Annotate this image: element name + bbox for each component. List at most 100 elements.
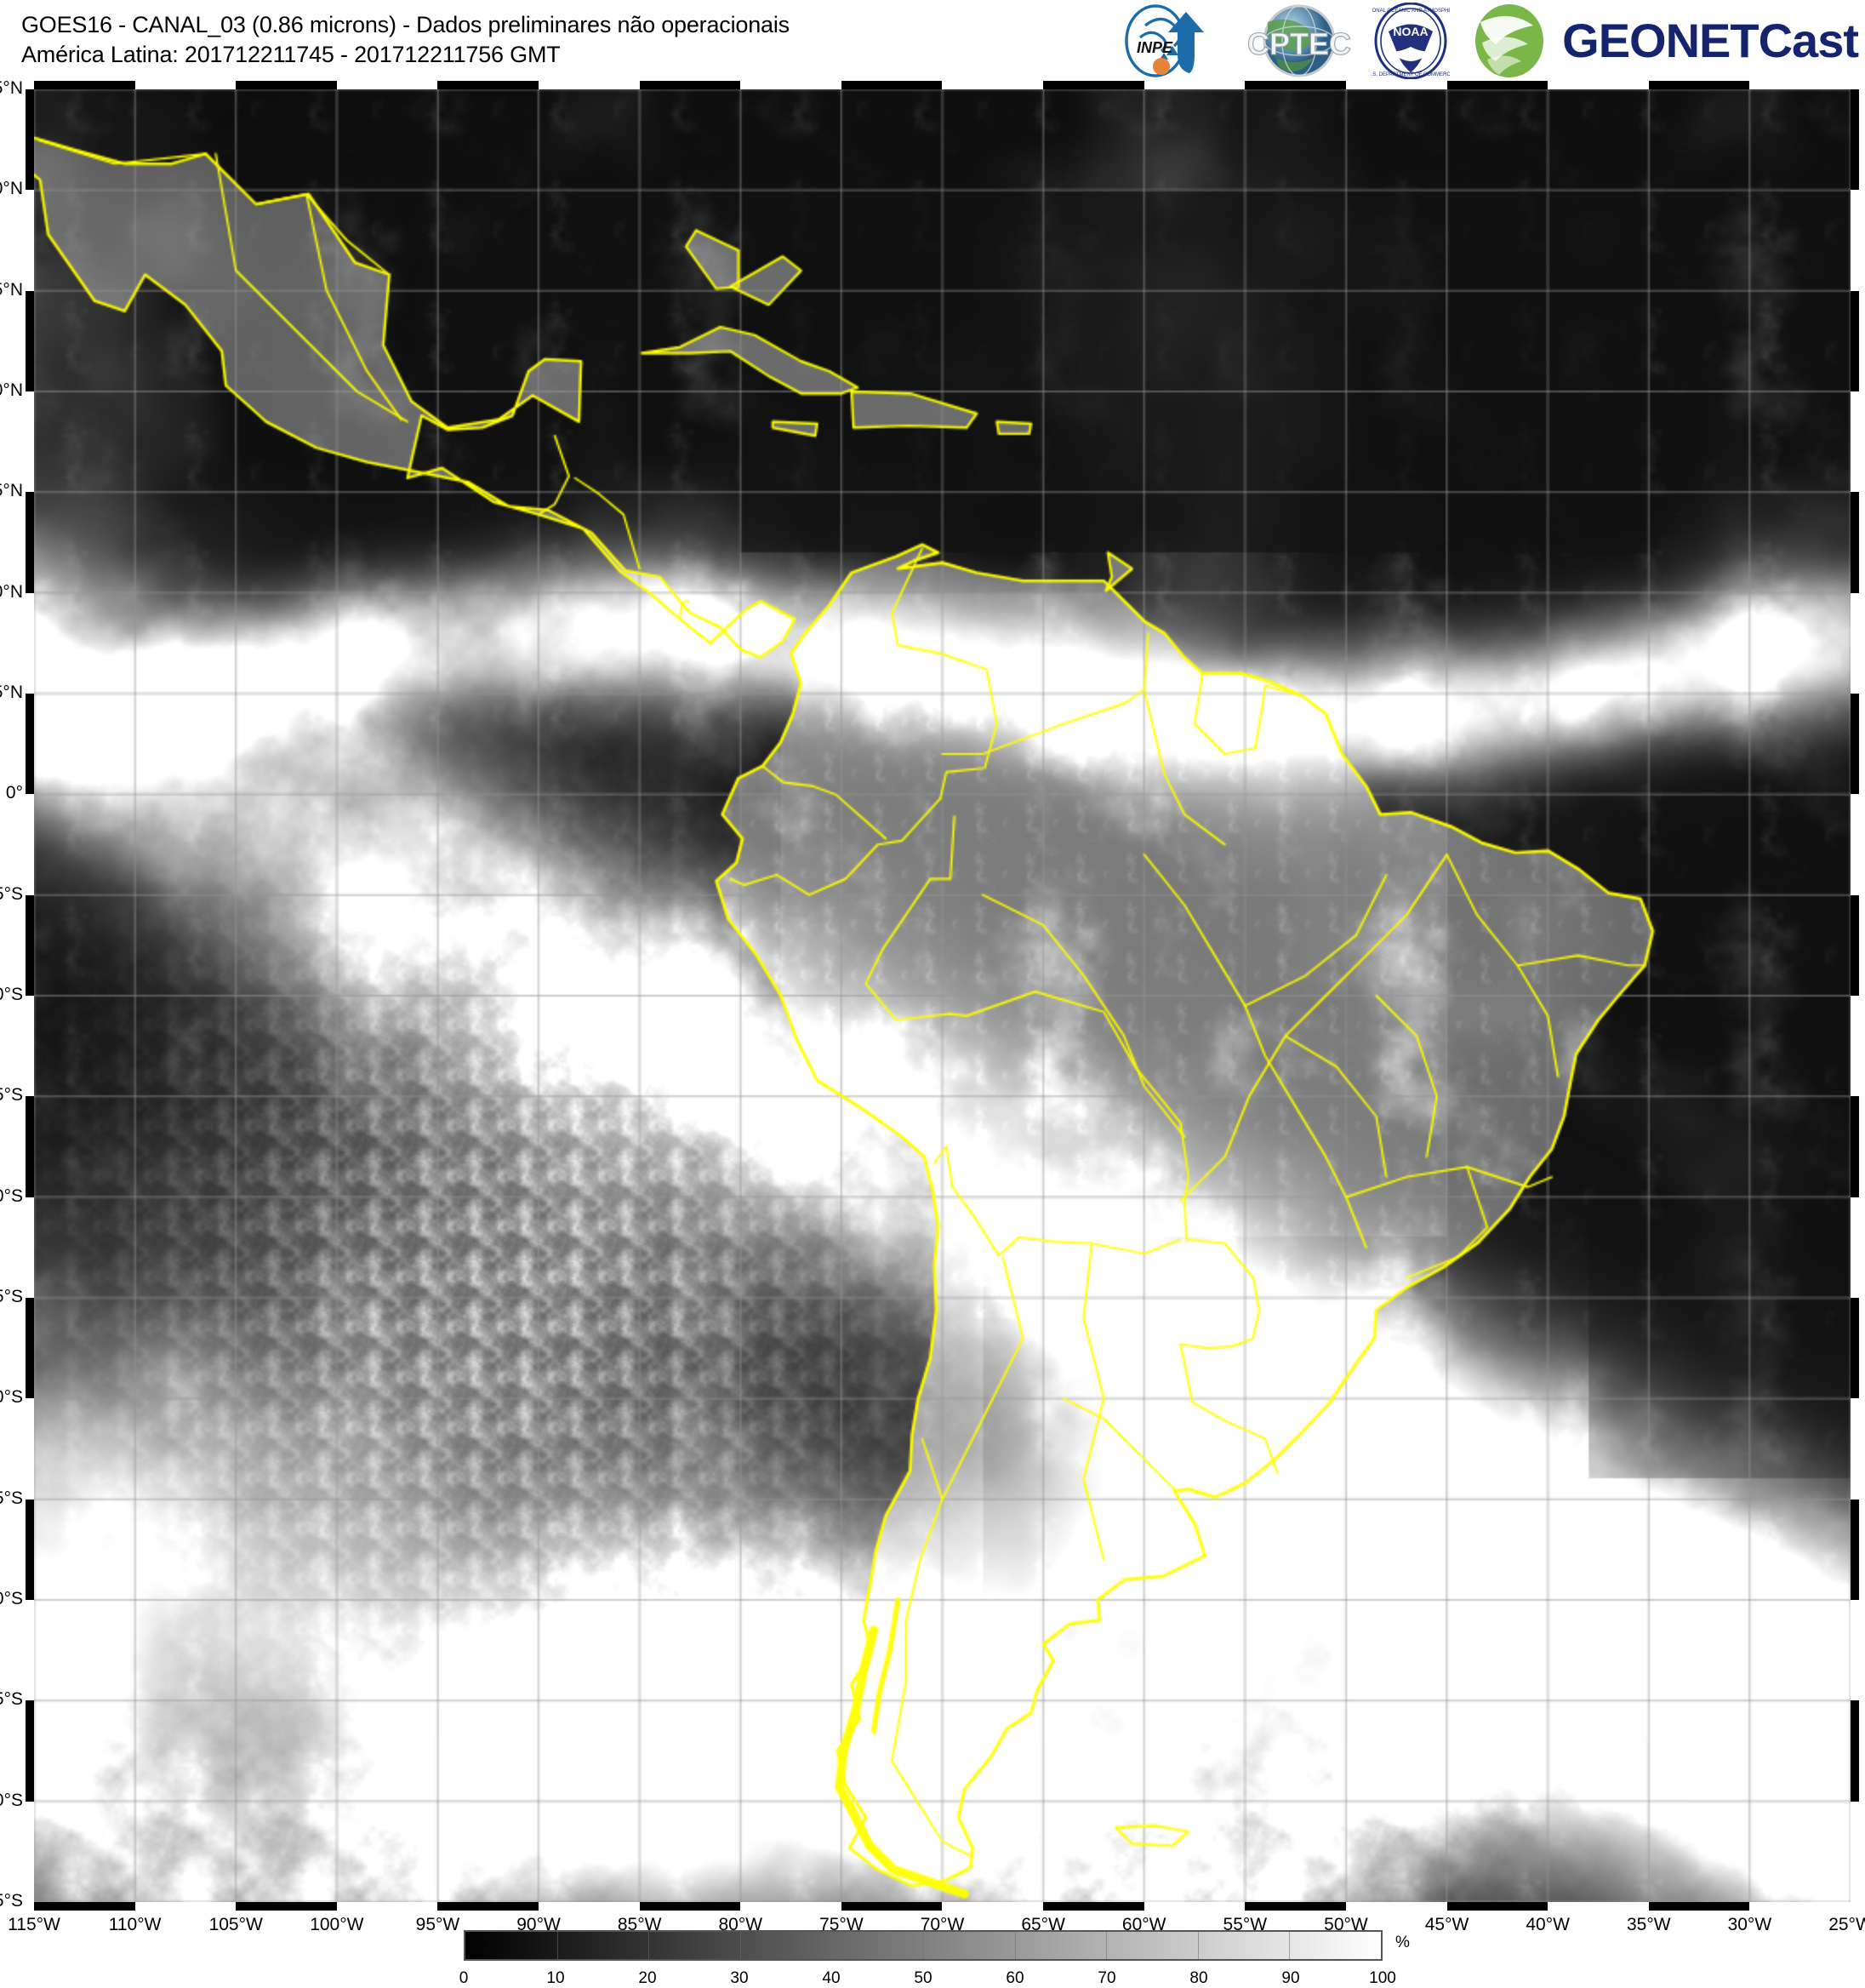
axis-tick-block <box>437 1902 539 1911</box>
latitude-label: 15°S <box>0 1085 23 1105</box>
noaa-logo: NOAA NATIONAL OCEANIC AND ATMOSPHERIC U.… <box>1372 3 1450 79</box>
axis-tick-block <box>942 81 1044 89</box>
axis-tick-block <box>1749 81 1851 89</box>
axis-tick-block <box>134 81 237 89</box>
longitude-label: 60°W <box>1121 1915 1166 1934</box>
geonetcast-logo-text: GEONETCast <box>1562 14 1859 67</box>
latitude-label: 30°S <box>0 1387 23 1408</box>
axis-tick-block <box>1043 1902 1144 1911</box>
header: GOES16 - CANAL_03 (0.86 microns) - Dados… <box>0 0 1865 85</box>
svg-text:NATIONAL OCEANIC AND ATMOSPHER: NATIONAL OCEANIC AND ATMOSPHERIC <box>1372 9 1450 14</box>
axis-tick-block <box>26 1197 34 1298</box>
colorbar-gridline <box>1197 1932 1199 1959</box>
longitude-label: 30°W <box>1727 1915 1772 1934</box>
longitude-label: 110°W <box>108 1915 162 1934</box>
longitude-label: 35°W <box>1626 1915 1671 1934</box>
axis-tick-block <box>1851 996 1859 1097</box>
axis-tick-block <box>1144 81 1246 89</box>
axis-tick-block <box>1851 794 1859 895</box>
axis-tick-block <box>26 996 34 1097</box>
colorbar-tick-label: 50 <box>914 1969 932 1987</box>
axis-tick-block <box>26 894 34 996</box>
latitude-label: 20°N <box>0 380 23 400</box>
axis-tick-block <box>236 81 337 89</box>
axis-tick-block <box>1648 81 1750 89</box>
logo-strip: INPE CPTEC <box>1116 2 1859 80</box>
satellite-map[interactable] <box>34 89 1851 1902</box>
latitude-axis-left <box>26 89 34 1902</box>
cptec-logo-text: CPTEC <box>1247 26 1351 61</box>
axis-tick-block <box>1345 1902 1447 1911</box>
colorbar-tick-label: 60 <box>1006 1969 1024 1987</box>
axis-tick-block <box>26 1096 34 1197</box>
colorbar-unit-label: % <box>1395 1934 1410 1951</box>
axis-tick-block <box>1548 1902 1649 1911</box>
axis-tick-block <box>1749 1902 1851 1911</box>
axis-tick-block <box>26 592 34 694</box>
inpe-logo-text: INPE <box>1137 39 1173 56</box>
axis-tick-block <box>1851 694 1859 795</box>
colorbar-gridline <box>1014 1932 1016 1959</box>
axis-tick-block <box>1851 894 1859 996</box>
axis-tick-block <box>841 81 943 89</box>
colorbar-gridline <box>831 1932 833 1959</box>
cptec-logo: CPTEC <box>1247 4 1352 77</box>
colorbar-gridline <box>923 1932 924 1959</box>
longitude-label: 90°W <box>516 1915 561 1934</box>
axis-tick-block <box>26 694 34 795</box>
geonetcast-logo: GEONETCast <box>1465 3 1859 78</box>
axis-tick-block <box>1851 592 1859 694</box>
noaa-logo-text: NOAA <box>1394 25 1429 38</box>
longitude-label: 25°W <box>1828 1915 1865 1934</box>
axis-tick-block <box>1851 492 1859 593</box>
axis-tick-block <box>336 1902 438 1911</box>
axis-tick-block <box>134 1902 237 1911</box>
latitude-label: 5°N <box>0 683 23 702</box>
axis-tick-block <box>1648 1902 1750 1911</box>
colorbar-tick-label: 100 <box>1369 1969 1396 1987</box>
longitude-axis-bottom <box>34 1902 1851 1911</box>
colorbar-gridline <box>556 1932 558 1959</box>
latitude-label: 45°S <box>0 1689 23 1710</box>
latitude-label: 5°S <box>0 883 23 904</box>
axis-tick-block <box>26 89 34 191</box>
axis-tick-block <box>539 81 640 89</box>
colorbar-tick-label: 20 <box>638 1969 657 1987</box>
axis-tick-block <box>1446 1902 1548 1911</box>
longitude-label: 105°W <box>208 1915 263 1934</box>
axis-tick-block <box>539 1902 640 1911</box>
satellite-image-canvas[interactable] <box>34 89 1851 1902</box>
axis-tick-block <box>437 81 539 89</box>
latitude-label: 10°S <box>0 985 23 1004</box>
latitude-axis-right <box>1851 89 1859 1902</box>
latitude-label: 0° <box>5 783 23 803</box>
axis-tick-block <box>841 1902 943 1911</box>
axis-tick-block <box>26 1700 34 1802</box>
latitude-label: 40°S <box>0 1589 23 1608</box>
colorbar-gradient <box>464 1930 1383 1961</box>
axis-tick-block <box>740 81 841 89</box>
colorbar-tick-label: 0 <box>459 1969 469 1987</box>
axis-tick-block <box>740 1902 841 1911</box>
colorbar-gridline <box>1106 1932 1108 1959</box>
axis-tick-block <box>1851 1499 1859 1600</box>
axis-tick-block <box>26 794 34 895</box>
axis-tick-block <box>1851 290 1859 391</box>
latitude-label: 30°N <box>0 179 23 199</box>
longitude-label: 80°W <box>718 1915 763 1934</box>
axis-tick-block <box>1851 1398 1859 1500</box>
axis-tick-block <box>26 190 34 291</box>
axis-tick-block <box>26 290 34 391</box>
longitude-label: 85°W <box>617 1915 662 1934</box>
colorbar-tick-label: 80 <box>1189 1969 1208 1987</box>
longitude-label: 65°W <box>1021 1915 1065 1934</box>
colorbar-tick-label: 40 <box>822 1969 841 1987</box>
longitude-label: 45°W <box>1424 1915 1469 1934</box>
axis-tick-block <box>1851 1600 1859 1701</box>
axis-tick-block <box>639 81 741 89</box>
longitude-axis-top <box>34 81 1851 89</box>
latitude-label: 25°S <box>0 1287 23 1306</box>
axis-tick-block <box>1851 89 1859 191</box>
axis-tick-block <box>942 1902 1044 1911</box>
axis-tick-block <box>1851 1197 1859 1298</box>
